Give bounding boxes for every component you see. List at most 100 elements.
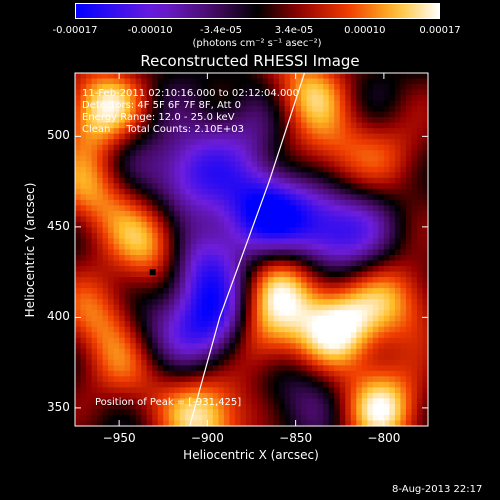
heatmap-cell [411,255,418,262]
heatmap-cell [245,299,253,306]
heatmap-cell [240,266,247,273]
heatmap-cell [223,343,231,350]
heatmap-cell [80,166,87,173]
heatmap-cell [405,166,413,173]
heatmap-cell [102,166,109,173]
heatmap-cell [273,144,280,151]
heatmap-cell [240,409,247,416]
heatmap-cell [268,332,275,339]
heatmap-cell [113,249,120,256]
heatmap-cell [190,139,197,146]
heatmap-cell [234,409,242,416]
heatmap-cell [229,365,236,372]
heatmap-cell [146,414,153,422]
heatmap-cell [306,238,313,245]
heatmap-cell [350,381,357,388]
heatmap-cell [389,387,396,394]
heatmap-cell [339,155,346,162]
heatmap-cell [119,409,126,416]
heatmap-cell [411,299,418,306]
heatmap-cell [284,365,291,372]
heatmap-cell [257,370,264,377]
heatmap-cell [339,354,346,361]
heatmap-cell [279,260,286,267]
heatmap-cell [163,243,170,251]
heatmap-cell [268,359,275,366]
heatmap-cell [273,166,280,173]
heatmap-cell [245,398,253,405]
heatmap-cell [301,221,308,229]
heatmap-cell [190,299,197,306]
heatmap-cell [146,73,153,80]
heatmap-cell [323,188,330,195]
heatmap-cell [279,188,286,195]
heatmap-cell [251,188,258,195]
heatmap-cell [185,299,192,306]
heatmap-cell [339,409,346,416]
heatmap-cell [157,155,164,162]
heatmap-cell [124,293,131,300]
heatmap-cell [163,326,170,333]
heatmap-cell [312,343,319,350]
heatmap-cell [400,282,407,289]
heatmap-cell [229,106,236,113]
heatmap-cell [179,315,186,322]
heatmap-cell [80,409,87,416]
heatmap-cell [119,139,126,146]
heatmap-cell [234,111,242,118]
heatmap-cell [361,161,368,168]
heatmap-cell [411,172,418,179]
heatmap-cell [400,288,407,295]
heatmap-cell [416,277,424,284]
heatmap-cell [97,133,104,140]
heatmap-cell [383,161,390,168]
heatmap-cell [301,326,308,333]
heatmap-cell [207,282,214,289]
heatmap-cell [146,299,153,306]
heatmap-cell [251,238,258,245]
heatmap-cell [91,304,98,311]
heatmap-cell [108,155,115,162]
heatmap-cell [108,299,115,306]
heatmap-cell [86,183,93,190]
heatmap-cell [284,343,291,350]
heatmap-cell [251,321,258,328]
heatmap-cell [262,194,269,201]
heatmap-cell [86,409,93,416]
heatmap-cell [295,403,302,411]
heatmap-cell [207,381,214,388]
heatmap-cell [273,387,280,394]
heatmap-cell [317,106,324,113]
heatmap-cell [102,387,109,394]
heatmap-cell [416,221,424,229]
heatmap-cell [196,414,203,422]
heatmap-cell [86,128,93,135]
heatmap-cell [422,315,429,322]
heatmap-cell [279,100,286,107]
heatmap-cell [190,387,197,394]
heatmap-cell [207,194,214,201]
heatmap-cell [295,172,302,179]
heatmap-cell [378,117,385,124]
heatmap-cell [223,78,231,85]
heatmap-cell [383,260,390,267]
heatmap-cell [284,271,291,278]
heatmap-cell [262,414,269,422]
heatmap-cell [416,89,424,96]
heatmap-cell [290,343,297,350]
heatmap-cell [86,172,93,179]
heatmap-cell [372,188,379,195]
heatmap-cell [91,122,98,129]
heatmap-cell [135,354,142,361]
heatmap-cell [130,216,137,223]
heatmap-cell [394,166,402,173]
heatmap-cell [262,238,269,245]
heatmap-cell [405,155,413,162]
heatmap-cell [317,392,324,400]
heatmap-cell [185,194,192,201]
heatmap-cell [240,89,247,96]
heatmap-cell [108,183,115,190]
heatmap-cell [229,266,236,273]
heatmap-cell [350,106,357,113]
heatmap-cell [422,304,429,311]
